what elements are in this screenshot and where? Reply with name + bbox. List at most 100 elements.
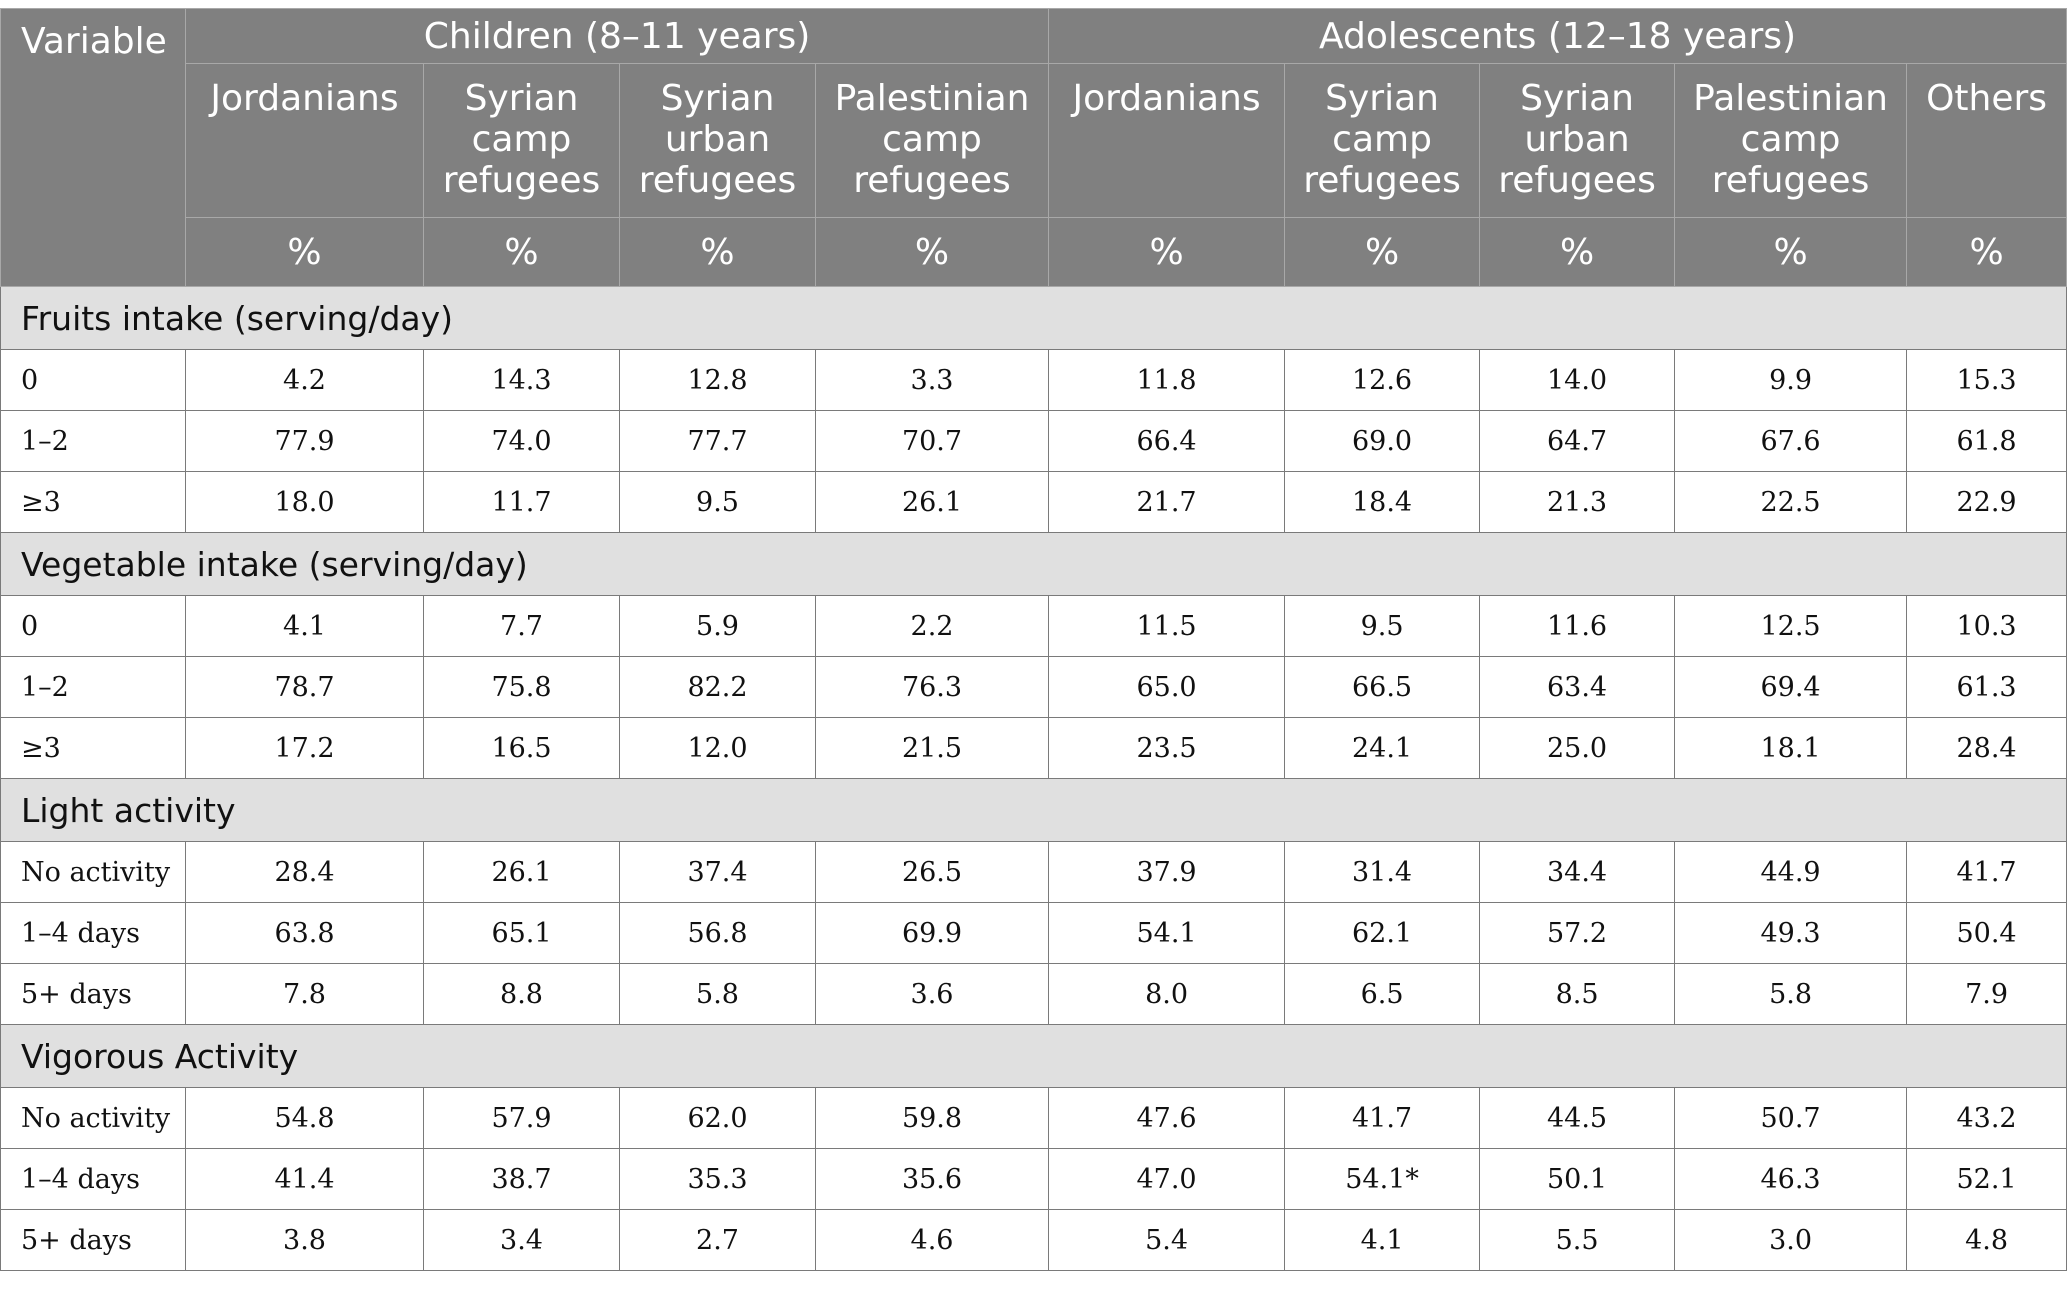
table-cell: 22.9 — [1906, 471, 2068, 533]
table-cell: 50.7 — [1674, 1087, 1908, 1149]
table-cell: 34.4 — [1479, 841, 1676, 903]
table-cell: 5.8 — [1674, 963, 1908, 1025]
table-cell: 11.5 — [1048, 595, 1286, 657]
table-cell: 61.8 — [1906, 410, 2068, 472]
table-cell: 12.8 — [619, 349, 816, 411]
section-title: Light activity — [0, 778, 2068, 842]
table-cell: 18.1 — [1674, 717, 1908, 779]
row-label: 1–4 days — [0, 1148, 186, 1210]
row-label: No activity — [0, 1087, 186, 1149]
header-unit: % — [1048, 217, 1286, 287]
table-row: 0 4.2 14.3 12.8 3.3 11.8 12.6 14.0 9.9 15.3 — [0, 349, 2068, 411]
table-cell: 26.5 — [814, 841, 1050, 903]
table-cell: 12.6 — [1284, 349, 1481, 411]
table-cell: 8.8 — [423, 963, 620, 1025]
table-cell: 37.4 — [619, 841, 816, 903]
table-cell: 69.4 — [1674, 656, 1908, 718]
table-cell: 7.9 — [1906, 963, 2068, 1025]
table-cell: 11.7 — [423, 471, 620, 533]
table-cell: 62.1 — [1284, 902, 1481, 964]
table-cell: 61.3 — [1906, 656, 2068, 718]
header-column: Jordanians — [185, 63, 424, 218]
table-cell: 82.2 — [619, 656, 816, 718]
table-cell: 75.8 — [423, 656, 620, 718]
table-cell: 15.3 — [1906, 349, 2068, 411]
table-cell: 52.1 — [1906, 1148, 2068, 1210]
table-cell: 56.8 — [619, 902, 816, 964]
table-cell: 54.8 — [185, 1087, 424, 1149]
table-cell: 44.5 — [1479, 1087, 1676, 1149]
table-cell: 3.0 — [1674, 1209, 1908, 1271]
table-cell: 69.0 — [1284, 410, 1481, 472]
table-cell: 59.8 — [814, 1087, 1050, 1149]
row-label: 5+ days — [0, 963, 186, 1025]
header-unit: % — [619, 217, 816, 287]
table-cell: 4.2 — [185, 349, 424, 411]
header-unit: % — [185, 217, 424, 287]
header-column: Others — [1906, 63, 2068, 218]
table-cell: 57.2 — [1479, 902, 1676, 964]
table-cell: 7.7 — [423, 595, 620, 657]
table-cell: 23.5 — [1048, 717, 1286, 779]
table-cell: 2.7 — [619, 1209, 816, 1271]
table-cell: 4.1 — [1284, 1209, 1481, 1271]
table-cell: 26.1 — [423, 841, 620, 903]
row-label: 1–2 — [0, 410, 186, 472]
table-cell: 50.4 — [1906, 902, 2068, 964]
table-cell: 16.5 — [423, 717, 620, 779]
table-cell: 35.3 — [619, 1148, 816, 1210]
header-unit: % — [814, 217, 1050, 287]
table-cell: 14.0 — [1479, 349, 1676, 411]
table-cell: 10.3 — [1906, 595, 2068, 657]
table-row: 1–2 77.9 74.0 77.7 70.7 66.4 69.0 64.7 67.6 61.8 — [0, 410, 2068, 472]
table-cell: 41.4 — [185, 1148, 424, 1210]
table-cell: 26.1 — [814, 471, 1050, 533]
table-cell: 5.8 — [619, 963, 816, 1025]
table-cell: 6.5 — [1284, 963, 1481, 1025]
table-cell: 21.7 — [1048, 471, 1286, 533]
section-row: Vegetable intake (serving/day) — [0, 532, 2068, 596]
header-column: Palestinian camp refugees — [814, 63, 1050, 218]
section-row: Vigorous Activity — [0, 1024, 2068, 1088]
table-cell: 3.8 — [185, 1209, 424, 1271]
table-cell: 25.0 — [1479, 717, 1676, 779]
table-cell: 4.1 — [185, 595, 424, 657]
table-cell: 57.9 — [423, 1087, 620, 1149]
table-cell: 5.9 — [619, 595, 816, 657]
table-cell: 62.0 — [619, 1087, 816, 1149]
table-cell: 12.0 — [619, 717, 816, 779]
table-cell: 37.9 — [1048, 841, 1286, 903]
table-row: ≥3 17.2 16.5 12.0 21.5 23.5 24.1 25.0 18.1 28.4 — [0, 717, 2068, 779]
table-cell: 8.5 — [1479, 963, 1676, 1025]
table-cell: 74.0 — [423, 410, 620, 472]
row-label: 0 — [0, 349, 186, 411]
table-cell: 65.0 — [1048, 656, 1286, 718]
table-cell: 46.3 — [1674, 1148, 1908, 1210]
table-row: No activity 28.4 26.1 37.4 26.5 37.9 31.4 34.4 4… — [0, 841, 2068, 903]
table-cell: 24.1 — [1284, 717, 1481, 779]
table-row: ≥3 18.0 11.7 9.5 26.1 21.7 18.4 21.3 22.5 22.9 — [0, 471, 2068, 533]
row-label: 0 — [0, 595, 186, 657]
table-cell: 11.6 — [1479, 595, 1676, 657]
header-column: Syrian urban refugees — [1479, 63, 1676, 218]
table-cell: 22.5 — [1674, 471, 1908, 533]
table-cell: 41.7 — [1284, 1087, 1481, 1149]
row-label: ≥3 — [0, 717, 186, 779]
table-header: Variable Children (8–11 years) Adolescen… — [0, 8, 2068, 287]
table-cell: 43.2 — [1906, 1087, 2068, 1149]
table-cell: 3.3 — [814, 349, 1050, 411]
table-cell: 3.6 — [814, 963, 1050, 1025]
table-cell: 66.5 — [1284, 656, 1481, 718]
table-cell: 31.4 — [1284, 841, 1481, 903]
header-unit: % — [423, 217, 620, 287]
table-row: 1–4 days 41.4 38.7 35.3 35.6 47.0 54.1* 50.1 46.… — [0, 1148, 2068, 1210]
table-cell: 7.8 — [185, 963, 424, 1025]
table-cell: 4.8 — [1906, 1209, 2068, 1271]
table-row: 1–4 days 63.8 65.1 56.8 69.9 54.1 62.1 57.2 49.3… — [0, 902, 2068, 964]
table-row: 5+ days 3.8 3.4 2.7 4.6 5.4 4.1 5.5 3.0 4.8 — [0, 1209, 2068, 1271]
row-label: ≥3 — [0, 471, 186, 533]
header-unit: % — [1674, 217, 1908, 287]
table-cell: 64.7 — [1479, 410, 1676, 472]
row-label: 5+ days — [0, 1209, 186, 1271]
table-cell: 50.1 — [1479, 1148, 1676, 1210]
